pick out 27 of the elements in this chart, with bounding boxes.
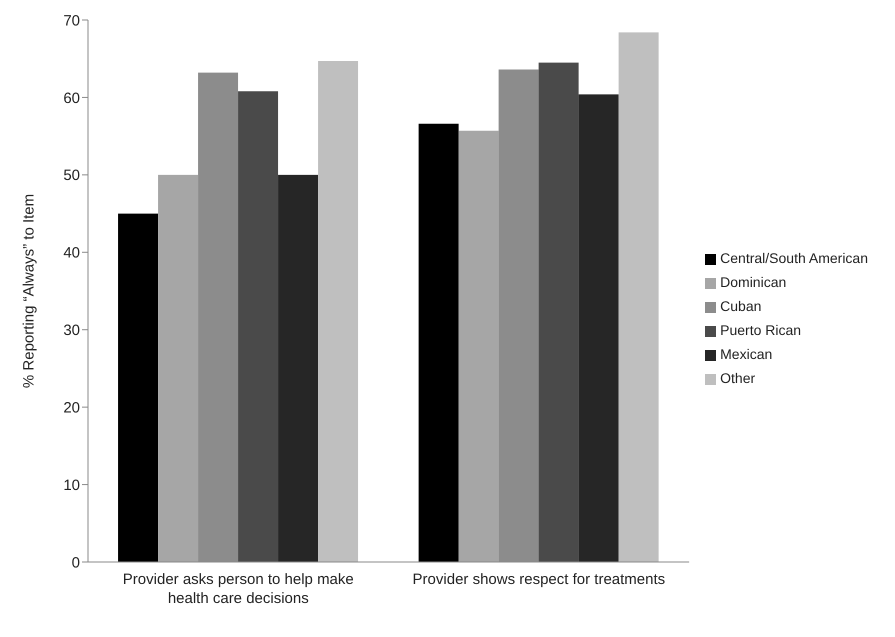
bar xyxy=(418,124,459,562)
y-tick-label: 40 xyxy=(63,244,80,262)
legend-label: Central/South American xyxy=(720,250,868,266)
bar xyxy=(118,214,158,562)
legend-label: Dominican xyxy=(720,274,786,290)
bar xyxy=(538,62,579,562)
y-axis-title: % Reporting “Always” to Item xyxy=(20,194,38,388)
legend-label: Other xyxy=(720,370,756,386)
legend-label: Puerto Rican xyxy=(720,322,802,338)
x-tick-label: Provider asks person to help make health care decisions xyxy=(122,571,354,607)
bar xyxy=(158,174,198,562)
bar xyxy=(618,32,659,562)
y-tick-label: 0 xyxy=(72,554,80,572)
legend-label: Cuban xyxy=(720,298,762,314)
bar xyxy=(278,174,318,562)
legend-label: Mexican xyxy=(720,346,772,362)
y-tick-label: 70 xyxy=(63,12,80,30)
bar xyxy=(238,91,278,562)
x-tick-label: Provider shows respect for treatments xyxy=(412,571,666,588)
bar xyxy=(458,130,499,562)
y-tick-label: 30 xyxy=(63,322,80,340)
bar xyxy=(578,94,619,562)
y-tick-label: 20 xyxy=(63,399,80,416)
y-tick-label: 50 xyxy=(63,167,80,184)
bar xyxy=(318,61,358,562)
y-tick-label: 10 xyxy=(63,476,80,494)
y-tick-label: 60 xyxy=(63,90,80,107)
